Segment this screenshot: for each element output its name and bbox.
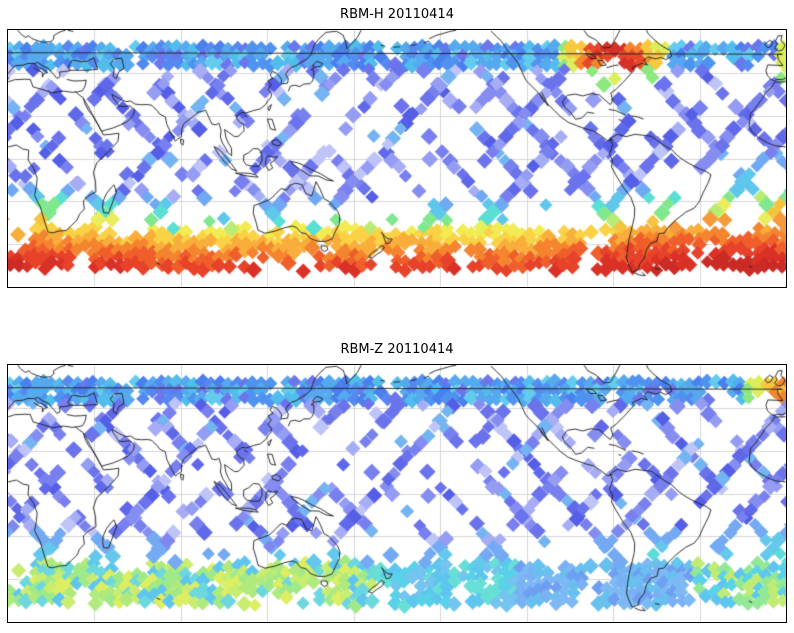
- map-canvas-rbm-h: [8, 30, 786, 287]
- panel-title-rbm-h: RBM-H 20110414: [340, 7, 454, 22]
- map-plot-rbm-z: [7, 364, 787, 623]
- map-plot-rbm-h: [7, 29, 787, 288]
- panel-title-rbm-z: RBM-Z 20110414: [340, 342, 454, 357]
- map-canvas-rbm-z: [8, 365, 786, 622]
